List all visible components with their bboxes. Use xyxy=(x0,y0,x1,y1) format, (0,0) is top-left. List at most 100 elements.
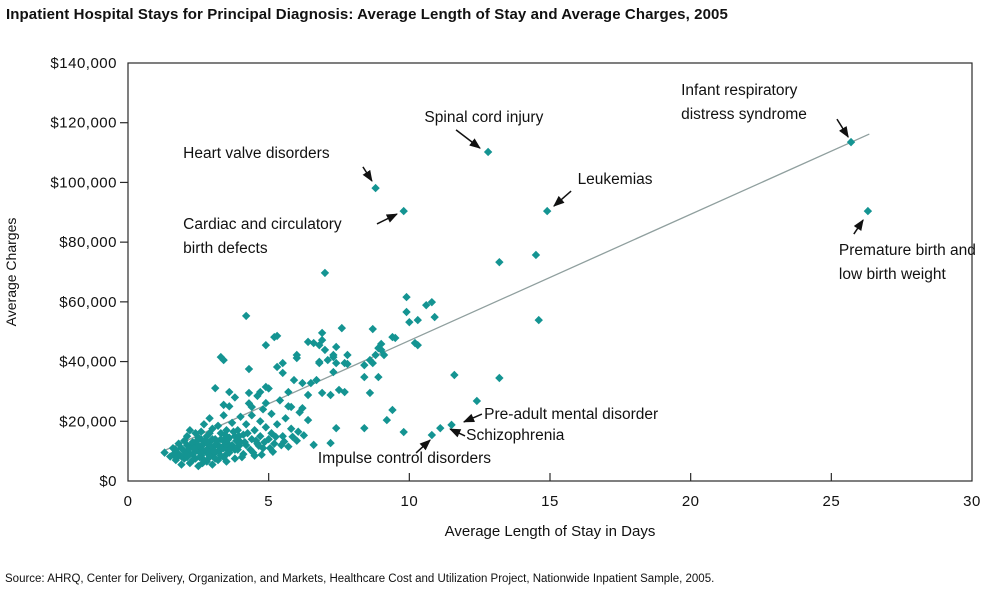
scatter-point xyxy=(227,418,237,427)
scatter-point xyxy=(213,421,223,430)
annotation-text: Impulse control disorders xyxy=(318,450,491,467)
annotation: Infant respiratory distress syndrome xyxy=(681,82,849,138)
scatter-point xyxy=(256,417,265,426)
scatter-point xyxy=(399,206,408,216)
annotation-text: low birth weight xyxy=(839,266,947,283)
scatter-point xyxy=(201,435,210,445)
scatter-point xyxy=(360,360,369,370)
scatter-point xyxy=(299,431,309,440)
annotation-arrow xyxy=(553,190,572,207)
scatter-point xyxy=(295,408,304,417)
x-tick-label: 5 xyxy=(264,493,273,510)
scatter-point xyxy=(379,350,389,360)
y-axis-title: Average Charges xyxy=(3,218,19,327)
scatter-point xyxy=(230,454,240,463)
y-tick-label: $80,000 xyxy=(59,234,117,251)
scatter-point xyxy=(315,357,324,367)
scatter-point xyxy=(234,432,244,441)
y-tick-label: $60,000 xyxy=(59,294,117,311)
scatter-point xyxy=(298,378,307,388)
scatter-point xyxy=(402,292,411,302)
x-tick-label: 25 xyxy=(822,493,840,510)
scatter-point xyxy=(430,312,439,322)
scatter-point xyxy=(240,437,249,447)
scatter-point xyxy=(260,437,269,447)
scatter-point xyxy=(225,387,234,397)
scatter-point xyxy=(168,443,178,453)
scatter-point xyxy=(495,373,504,383)
scatter-point xyxy=(205,429,214,438)
annotation: Premature birth and low birth weight xyxy=(839,219,976,283)
scatter-point xyxy=(211,454,220,463)
x-tick-label: 20 xyxy=(682,493,700,510)
scatter-point xyxy=(268,447,278,456)
scatter-point xyxy=(233,426,242,435)
scatter-point xyxy=(215,442,224,451)
scatter-point xyxy=(209,446,219,456)
scatter-point xyxy=(195,452,204,462)
scatter-point xyxy=(177,460,186,469)
scatter-point xyxy=(317,335,327,345)
x-tick-label: 30 xyxy=(963,493,981,510)
annotation-arrow xyxy=(853,219,864,235)
scatter-point xyxy=(309,338,318,348)
scatter-point xyxy=(388,405,397,415)
scatter-point xyxy=(317,388,327,398)
scatter-point xyxy=(278,368,287,378)
scatter-point xyxy=(368,358,377,368)
scatter-point xyxy=(225,448,234,457)
annotation-arrow xyxy=(362,166,373,182)
scatter-point xyxy=(205,414,214,423)
scatter-point xyxy=(261,398,271,408)
scatter-point xyxy=(256,432,265,441)
annotation-arrow xyxy=(415,439,431,454)
scatter-point xyxy=(211,383,220,393)
scatter-point xyxy=(377,339,386,349)
annotation-arrow xyxy=(836,118,849,138)
scatter-point xyxy=(303,415,313,425)
x-tick-label: 0 xyxy=(124,493,133,510)
scatter-point xyxy=(279,437,289,446)
scatter-point xyxy=(243,429,252,438)
plot-root: $0 $20,000 $40,000 $60,000 $80,000 $100,000 $1… xyxy=(50,55,980,510)
y-tick-label: $140,000 xyxy=(50,55,117,72)
scatter-point xyxy=(173,452,182,462)
scatter-point xyxy=(289,375,299,385)
scatter-point xyxy=(340,358,349,368)
scatter-point xyxy=(182,432,192,441)
x-tick-label: 15 xyxy=(541,493,559,510)
scatter-point xyxy=(237,452,247,462)
scatter-point xyxy=(253,391,262,401)
annotation: Impulse control disorders xyxy=(318,439,491,467)
annotation-arrow xyxy=(462,413,483,423)
scatter-point xyxy=(168,450,178,459)
scatter-point xyxy=(388,332,397,342)
scatter-point xyxy=(436,423,445,433)
scatter-point xyxy=(326,390,335,400)
scatter-point xyxy=(261,340,271,350)
scatter-point xyxy=(219,411,228,420)
scatter-point xyxy=(160,448,169,457)
annotation-text: Infant respiratory xyxy=(681,82,798,99)
scatter-point xyxy=(483,147,493,157)
scatter-point xyxy=(368,324,377,334)
scatter-point xyxy=(220,430,230,439)
annotation-text: Leukemias xyxy=(578,171,653,188)
scatter-point xyxy=(427,297,437,307)
annotation-text: Pre-adult mental disorder xyxy=(484,406,658,423)
annotation-text: Cardiac and circulatory xyxy=(183,216,342,233)
scatter-point xyxy=(270,332,279,342)
scatter-point xyxy=(450,370,459,380)
scatter-point xyxy=(331,423,341,433)
scatter-point xyxy=(244,399,254,408)
scatter-point xyxy=(272,362,282,372)
scatter-point xyxy=(294,427,303,436)
scatter-point xyxy=(248,448,258,457)
scatter-point xyxy=(340,387,349,397)
scatter-point xyxy=(534,315,543,325)
scatter-point xyxy=(261,423,271,432)
scatter-point xyxy=(286,424,296,433)
scatter-point xyxy=(271,432,280,442)
